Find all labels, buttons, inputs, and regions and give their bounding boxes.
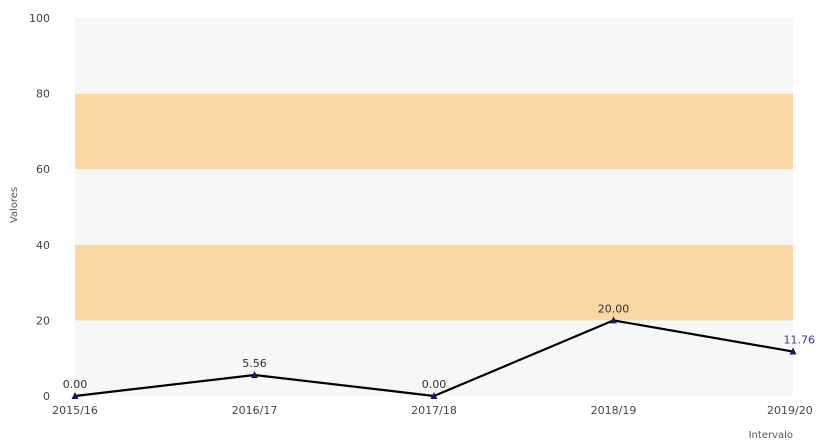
- y-tick-label-0: 0: [43, 390, 50, 403]
- y-tick-label-1: 20: [36, 314, 50, 327]
- x-tick-label-0: 2015/16: [52, 404, 98, 417]
- data-label-0: 0.00: [63, 378, 88, 391]
- plot-bands: [75, 18, 793, 396]
- plot-band-1: [75, 244, 793, 321]
- plot-band-4: [75, 18, 793, 94]
- y-axis-label: Valores: [9, 187, 20, 223]
- y-tick-label-4: 80: [36, 88, 50, 101]
- x-axis-ticks: 2015/16 2016/17 2017/18 2018/19 2019/20: [52, 404, 813, 417]
- data-point-4[interactable]: [789, 347, 797, 355]
- series-layer: [71, 316, 797, 399]
- data-label-1: 5.56: [242, 357, 267, 370]
- data-point-0[interactable]: [71, 392, 79, 399]
- x-tick-label-3: 2018/19: [591, 404, 637, 417]
- y-tick-label-2: 40: [36, 239, 50, 252]
- y-tick-label-3: 60: [36, 163, 50, 176]
- x-tick-label-4: 2019/20: [767, 404, 813, 417]
- x-tick-label-2: 2017/18: [411, 404, 457, 417]
- y-tick-label-5: 100: [29, 12, 50, 25]
- plot-band-0: [75, 320, 793, 396]
- data-point-2[interactable]: [430, 392, 438, 399]
- data-labels: 0.00 5.56 0.00 20.00 11.76: [63, 302, 815, 391]
- data-label-4: 11.76: [784, 334, 816, 347]
- y-axis-ticks: 0 20 40 60 80 100: [29, 12, 50, 403]
- x-axis-label: Intervalo: [749, 430, 793, 441]
- data-label-3: 20.00: [598, 302, 630, 315]
- data-point-3[interactable]: [610, 316, 617, 324]
- plot-band-3: [75, 93, 793, 170]
- data-label-2: 0.00: [422, 378, 447, 391]
- plot-band-2: [75, 169, 793, 245]
- data-point-1[interactable]: [251, 370, 258, 378]
- x-tick-label-1: 2016/17: [232, 404, 278, 417]
